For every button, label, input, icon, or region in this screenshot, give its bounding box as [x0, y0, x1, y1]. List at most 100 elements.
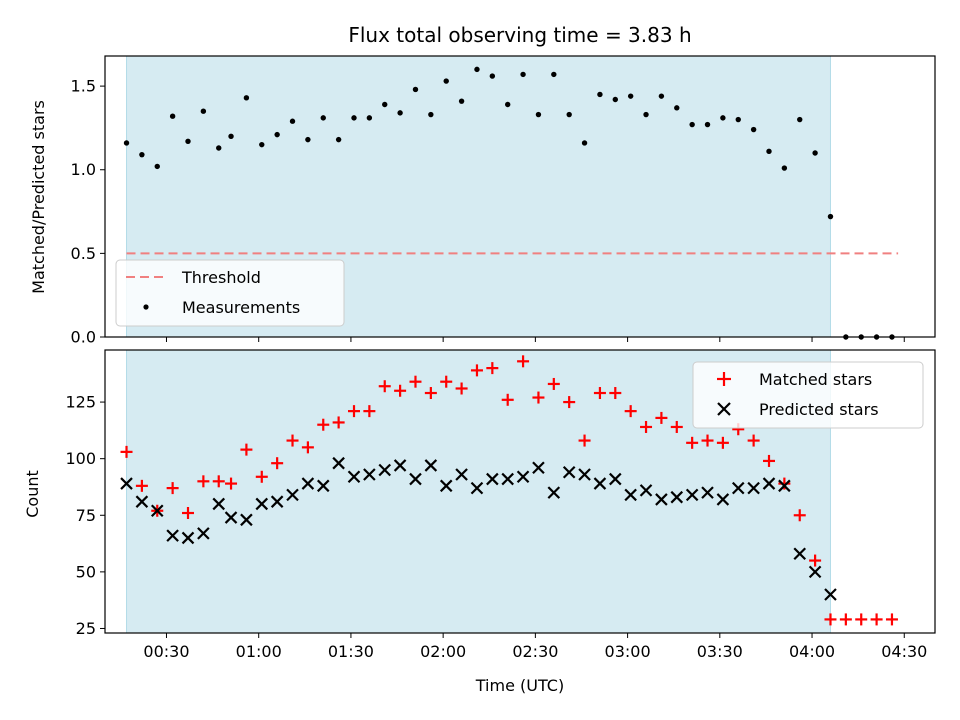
predicted-star-point — [135, 495, 149, 508]
predicted-star-point — [793, 547, 807, 561]
measurement-point — [535, 111, 542, 118]
legend-measurements-label: Measurements — [182, 298, 300, 317]
measurement-point — [520, 71, 526, 78]
matched-star-point — [455, 382, 468, 395]
matched-star-point — [624, 405, 637, 418]
predicted-star-point — [778, 479, 791, 493]
measurement-point — [382, 101, 388, 108]
measurement-point — [812, 150, 818, 156]
predicted-star-point — [212, 497, 226, 511]
bottom-panel: 25 50 75 100 125 00:30 01:00 01:30 02:00 02:30 03… — [23, 349, 936, 695]
predicted-star-point — [547, 486, 561, 499]
matched-star-point — [255, 470, 268, 483]
measurement-point — [443, 78, 449, 84]
measurement-point — [305, 136, 311, 143]
measurement-point — [335, 136, 342, 143]
predicted-star-point — [393, 459, 407, 472]
predicted-star-point — [439, 479, 453, 493]
bottom-xtick-label: 04:00 — [789, 642, 835, 661]
measurement-point — [154, 163, 160, 170]
predicted-star-point — [562, 465, 576, 479]
matched-star-point — [855, 613, 868, 626]
matched-star-point — [394, 384, 407, 397]
bottom-legend-box — [692, 361, 924, 429]
predicted-star-point — [655, 493, 668, 506]
measurement-point — [551, 71, 557, 78]
predicted-star-point — [670, 490, 684, 504]
predicted-star-point — [593, 477, 607, 490]
matched-star-point — [532, 391, 545, 404]
legend-measurements-swatch — [143, 304, 149, 310]
matched-star-point — [440, 375, 453, 388]
matched-star-point — [547, 377, 560, 390]
measurement-point — [289, 118, 296, 124]
measurement-point — [200, 108, 207, 114]
legend-predicted-label: Predicted stars — [759, 400, 879, 419]
predicted-star-point — [286, 488, 299, 502]
bottom-axes-frame — [104, 349, 936, 634]
measurement-point — [612, 96, 618, 103]
predicted-star-point — [120, 477, 133, 490]
matched-star-point — [655, 411, 668, 424]
top-panel: 0.0 0.5 1.0 1.5 Matched/Predicted stars Thr… — [29, 55, 936, 347]
measurement-point — [428, 111, 434, 118]
predicted-star-point — [716, 493, 730, 506]
matched-star-point — [640, 420, 653, 433]
measurement-point — [123, 140, 130, 146]
matched-star-point — [332, 416, 345, 429]
measurement-point — [827, 213, 834, 220]
measurement-point — [274, 131, 280, 138]
predicted-star-point — [255, 497, 269, 511]
top-axes-frame — [104, 55, 936, 338]
predicted-star-point — [470, 481, 484, 495]
measurement-point — [489, 73, 496, 79]
matched-star-point — [670, 420, 683, 433]
matched-star-point — [578, 434, 591, 447]
measurement-point — [185, 138, 191, 145]
measurement-point — [581, 140, 588, 146]
top-ytick-label: 1.0 — [71, 160, 96, 179]
top-y-axis-label: Matched/Predicted stars — [29, 100, 48, 294]
matched-star-point — [378, 380, 391, 393]
bottom-xtick-label: 03:30 — [697, 642, 743, 661]
matched-star-point — [501, 393, 514, 406]
matched-star-point — [212, 475, 225, 488]
measurement-point — [704, 121, 711, 128]
chart-title: Flux total observing time = 3.83 h — [348, 23, 691, 47]
predicted-star-point — [808, 565, 822, 579]
bottom-xtick-label: 02:00 — [420, 642, 466, 661]
matched-star-point — [286, 434, 299, 447]
matched-star-point — [197, 475, 210, 488]
measurement-point — [566, 111, 572, 118]
top-legend: Threshold Measurements — [115, 259, 345, 327]
measurement-point — [243, 95, 250, 101]
matched-star-point — [885, 613, 898, 626]
matched-star-point — [517, 355, 530, 368]
measurement-point — [228, 133, 234, 139]
matched-star-point — [166, 482, 179, 495]
matched-star-point — [870, 613, 883, 626]
predicted-star-point — [639, 484, 653, 497]
predicted-star-point — [224, 511, 238, 524]
measurement-point — [658, 93, 665, 99]
matched-star-point — [301, 441, 314, 454]
matched-star-point — [182, 507, 194, 520]
matched-star-point — [120, 445, 133, 458]
predicted-star-point — [150, 504, 164, 518]
matched-star-point — [317, 418, 330, 431]
legend-predicted-swatch — [717, 402, 731, 416]
predicted-star-point — [747, 481, 760, 495]
measurement-point — [643, 111, 649, 118]
predicted-star-point — [166, 529, 179, 542]
bottom-xtick-label: 02:30 — [512, 642, 558, 661]
predicted-star-point — [701, 486, 714, 499]
predicted-star-point — [685, 488, 699, 502]
bottom-ytick-label: 100 — [65, 449, 96, 468]
predicted-star-point — [824, 588, 837, 601]
measurement-point — [781, 165, 788, 171]
measurement-point — [366, 115, 373, 121]
predicted-star-point — [316, 479, 330, 493]
bottom-y-axis: 25 50 75 100 125 — [65, 393, 105, 638]
matched-star-point — [409, 375, 422, 388]
legend-matched-swatch — [717, 372, 731, 386]
